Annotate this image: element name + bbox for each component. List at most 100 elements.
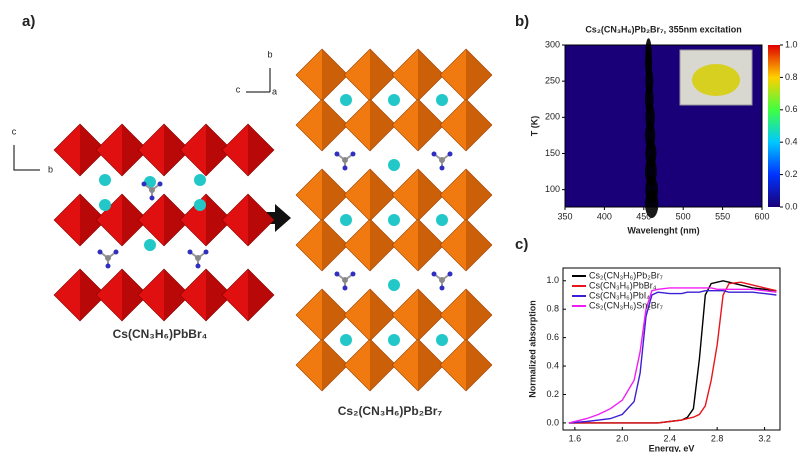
- y-tick-label: 0.4: [546, 360, 559, 370]
- y-tick-label: 200: [545, 112, 560, 122]
- octahedron: [95, 268, 149, 322]
- cs-atom: [436, 334, 448, 346]
- cs-atom: [436, 94, 448, 106]
- heat-cell: [644, 190, 659, 219]
- octahedron-face: [418, 289, 444, 341]
- c-atom: [195, 255, 201, 261]
- octahedron: [53, 123, 107, 177]
- axis-arrow: [13, 145, 40, 171]
- axis-letter: c: [236, 84, 241, 94]
- octahedron-face: [370, 99, 396, 151]
- axis-letter: b: [48, 164, 53, 174]
- octahedron: [137, 193, 191, 247]
- c-atom: [149, 187, 155, 193]
- legend-label: Cs(CN₃H₆)PbI₄: [589, 290, 650, 300]
- cs-atom: [99, 174, 111, 186]
- octahedron: [439, 218, 493, 272]
- octahedron-face: [122, 124, 148, 176]
- octahedron-face: [248, 124, 274, 176]
- octahedron-face: [122, 194, 148, 246]
- octahedron-face: [122, 269, 148, 321]
- octahedron: [295, 338, 349, 392]
- cs-atom: [388, 214, 400, 226]
- octahedron: [53, 268, 107, 322]
- cs-atom: [388, 334, 400, 346]
- octahedron-face: [322, 339, 348, 391]
- octahedron: [343, 218, 397, 272]
- legend-label: Cs₂(CN₃H₆)Pb₂Br₇: [589, 270, 663, 280]
- n-atom: [141, 181, 147, 187]
- panel-label: a): [22, 13, 35, 30]
- n-atom: [149, 195, 155, 201]
- octahedron-face: [370, 219, 396, 271]
- cs-atom: [340, 214, 352, 226]
- series-line: [568, 290, 777, 424]
- c-atom: [342, 157, 348, 163]
- octahedron-face: [466, 49, 492, 101]
- n-atom: [431, 151, 437, 157]
- octahedron-face: [466, 169, 492, 221]
- cs-atom: [388, 279, 400, 291]
- octahedron-face: [322, 99, 348, 151]
- x-tick-label: 3.2: [758, 433, 771, 443]
- octahedron-face: [322, 169, 348, 221]
- x-tick-label: 2.0: [616, 433, 629, 443]
- octahedron-face: [466, 219, 492, 271]
- x-tick-label: 450: [636, 211, 651, 221]
- octahedron: [439, 98, 493, 152]
- octahedron: [53, 193, 107, 247]
- octahedron-face: [248, 269, 274, 321]
- octahedron-face: [418, 99, 444, 151]
- y-tick-label: 0.8: [546, 304, 559, 314]
- cs-atom: [340, 334, 352, 346]
- n-atom: [187, 249, 193, 255]
- octahedron-face: [466, 289, 492, 341]
- x-tick-label: 500: [676, 211, 691, 221]
- chart-title: Cs₂(CN₃H₆)Pb₂Br₇, 355nm excitation: [585, 24, 741, 34]
- octahedron-face: [322, 289, 348, 341]
- panel-label: b): [515, 13, 529, 30]
- octahedron-face: [370, 339, 396, 391]
- octahedron-face: [370, 169, 396, 221]
- octahedron-face: [80, 194, 106, 246]
- y-tick-label: 150: [545, 148, 560, 158]
- x-tick-label: 2.8: [711, 433, 724, 443]
- octahedron-face: [370, 289, 396, 341]
- octahedron-face: [164, 124, 190, 176]
- n-atom: [105, 263, 111, 269]
- c-atom: [105, 255, 111, 261]
- n-atom: [334, 271, 340, 277]
- y-tick-label: 1.0: [546, 275, 559, 285]
- frame: [562, 267, 781, 431]
- octahedron: [439, 338, 493, 392]
- y-tick-label: 0.2: [546, 389, 559, 399]
- octahedron: [221, 268, 275, 322]
- n-atom: [342, 285, 348, 291]
- n-atom: [97, 249, 103, 255]
- octahedron-face: [248, 194, 274, 246]
- octahedron: [343, 338, 397, 392]
- octahedron-face: [80, 124, 106, 176]
- inset-sample: [692, 64, 740, 96]
- series-line: [568, 281, 777, 424]
- cs-atom: [388, 94, 400, 106]
- y-axis-label: T (K): [529, 116, 539, 137]
- octahedron-face: [418, 219, 444, 271]
- n-atom: [350, 151, 356, 157]
- colorbar: [768, 45, 780, 207]
- octahedron: [391, 338, 445, 392]
- colorbar-label: 0.6: [785, 104, 798, 114]
- octahedron-face: [206, 194, 232, 246]
- axis-letter: b: [267, 49, 272, 59]
- n-atom: [447, 271, 453, 277]
- octahedron: [179, 268, 233, 322]
- n-atom: [113, 249, 119, 255]
- n-atom: [342, 165, 348, 171]
- c-atom: [439, 157, 445, 163]
- frame: [564, 44, 763, 208]
- axis-letter: a: [272, 86, 277, 96]
- octahedron-face: [80, 269, 106, 321]
- octahedron: [391, 218, 445, 272]
- octahedron: [137, 268, 191, 322]
